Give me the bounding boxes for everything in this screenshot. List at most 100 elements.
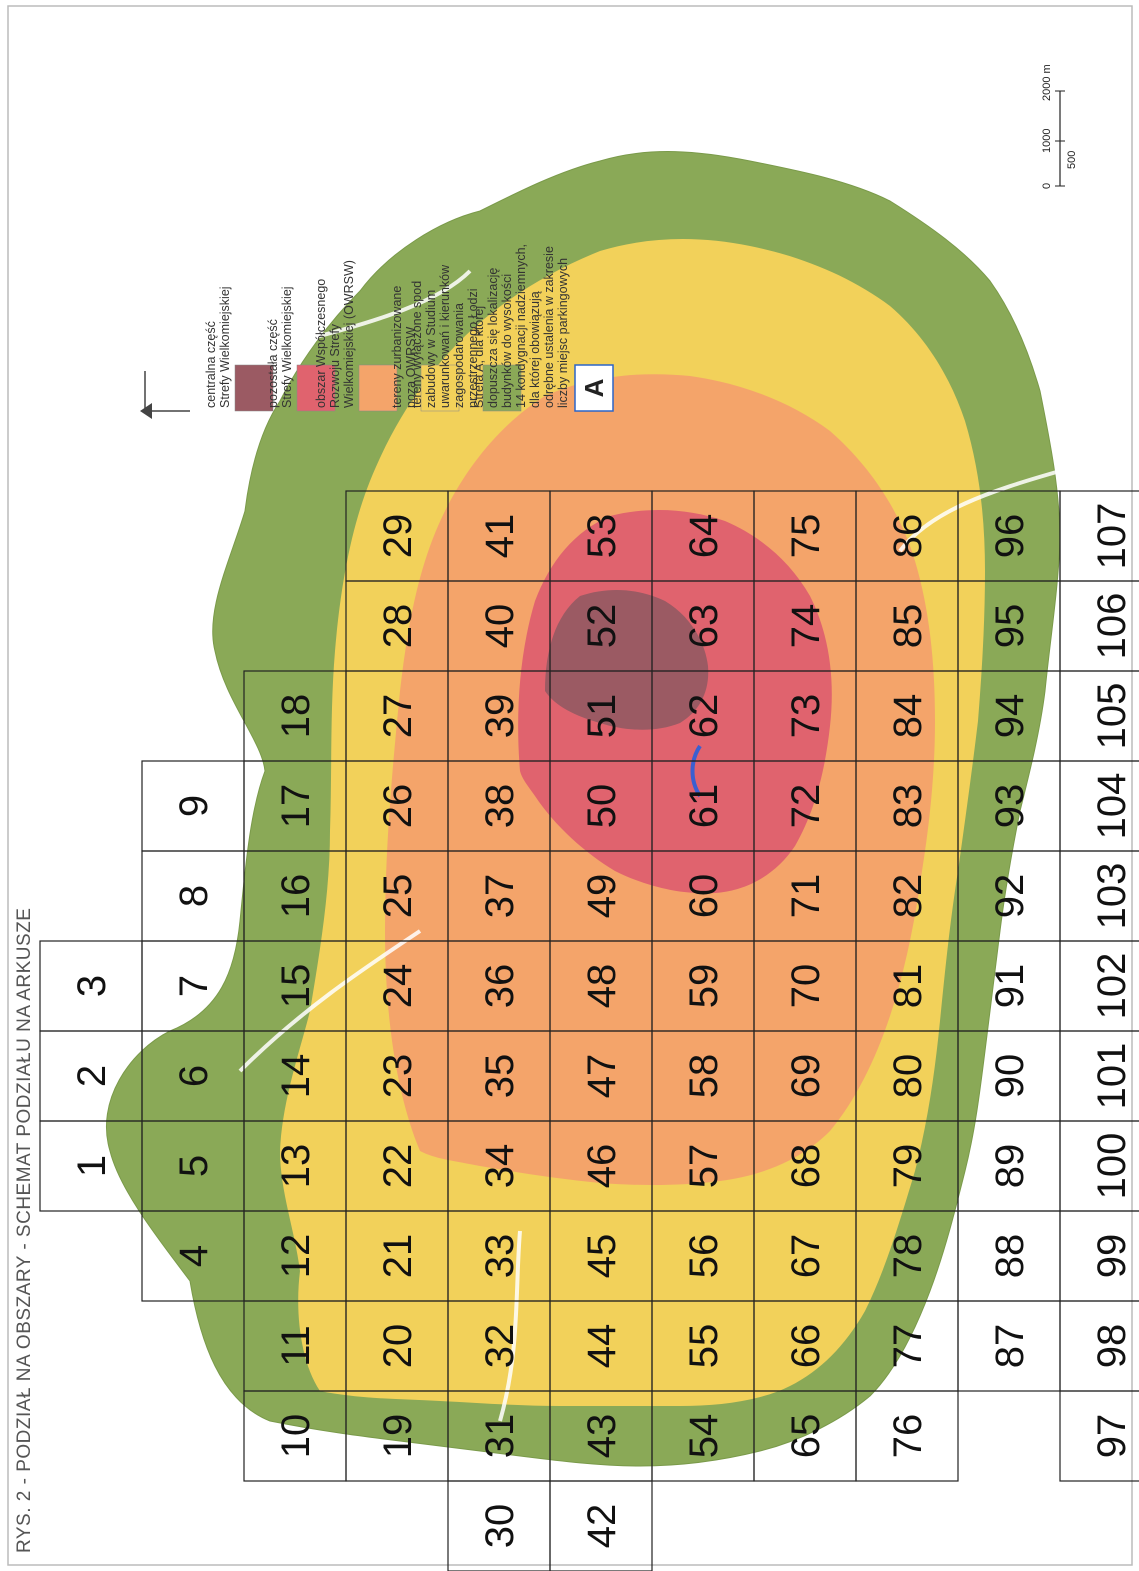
legend-text: uwarunkowań i kierunków [438,264,452,408]
scale-label-0: 0 [1041,183,1053,189]
sheet-number: 93 [988,784,1032,829]
sheet-number: 12 [274,1234,318,1279]
sheet-number: 104 [1090,773,1134,840]
sheet-number: 66 [784,1324,828,1369]
sheet-number: 86 [886,514,930,559]
legend-text: Rozwoju Strefy [328,323,342,408]
sheet-number: 45 [580,1234,624,1279]
sheet-number: 40 [478,604,522,649]
zone-a-box [574,364,614,412]
sheet-number: 44 [580,1324,624,1369]
scale-label-2000: 2000 m [1041,64,1053,101]
map-areas [105,151,1061,1467]
sheet-number: 82 [886,874,930,919]
sheet-number: 89 [988,1144,1032,1189]
sheet-number: 98 [1090,1324,1134,1369]
sheet-number: 1 [70,1155,114,1177]
sheet-number: 52 [580,604,624,649]
sheet-number: 7 [172,975,216,997]
sheet-number: 55 [682,1324,726,1369]
legend-swatch [296,364,336,412]
sheet-number: 39 [478,694,522,739]
sheet-number: 5 [172,1155,216,1177]
sheet-grid: 1234567891011121314151617181920212223242… [39,490,1139,1571]
zone-a-text: 14 kondygnacji nadziemnych, [514,244,528,408]
sheet-number: 84 [886,694,930,739]
sheet-number: 38 [478,784,522,829]
sheet-number: 24 [376,964,420,1009]
sheet-number: 22 [376,1144,420,1189]
sheet-number: 47 [580,1054,624,1099]
legend-text: centralna część [204,321,218,408]
sheet-number: 105 [1090,683,1134,750]
sheet-number: 77 [886,1324,930,1369]
sheet-number: 87 [988,1324,1032,1369]
sheet-number: 34 [478,1144,522,1189]
sheet-number: 90 [988,1054,1032,1099]
sheet-number: 13 [274,1144,318,1189]
zone-a-text: dopuszcza się lokalizację [486,268,500,408]
sheet-number: 91 [988,964,1032,1009]
sheet-number: 106 [1090,593,1134,660]
legend-text: poza OWRSW [404,327,418,408]
zone-a-text: odrębne ustalenia w zakresie [542,246,556,408]
legend-text: zagospodarowania [452,303,466,408]
map-legend: centralna część Strefy Wielkomiejskiej poz… [204,260,522,412]
sheet-number: 9 [172,795,216,817]
legend-text: Strefy Wielkomiejskiej [280,286,294,408]
sheet-number: 68 [784,1144,828,1189]
sheet-number: 11 [274,1325,318,1367]
sheet-number: 15 [274,964,318,1009]
sheet-number: 49 [580,874,624,919]
sheet-number: 100 [1090,1133,1134,1200]
sheet-number: 6 [172,1065,216,1087]
sheet-number: 10 [274,1414,318,1459]
sheet-number: 94 [988,694,1032,739]
sheet-number: 56 [682,1234,726,1279]
legend-swatch [358,364,398,412]
page-frame [7,5,1133,1566]
legend-text: pozostała część [266,319,280,408]
zone-a-text: liczby miejsc parkingowych [556,258,570,408]
sheet-number: 69 [784,1054,828,1099]
sheet-number: 67 [784,1234,828,1279]
sheet-number: 25 [376,874,420,919]
sheet-number: 17 [274,784,318,829]
sheet-number: 57 [682,1144,726,1189]
sheet-number: 95 [988,604,1032,649]
zone-a-legend: A Strefa A, dla której dopuszcza się lokal… [472,244,614,412]
sheet-number: 75 [784,514,828,559]
rivers [238,269,1061,1422]
sheet-number: 23 [376,1054,420,1099]
sheet-number: 76 [886,1414,930,1459]
sheet-number: 62 [682,694,726,739]
legend-text: Strefy Wielkomiejskiej [218,286,232,408]
sheet-number: 18 [274,694,318,739]
legend-swatch [482,364,522,412]
sheet-number: 14 [274,1054,318,1099]
legend-text: tereny wyłączone spod [410,281,424,408]
zone-a-text: budynków do wysokości [500,274,514,408]
zone-a-letter: A [579,378,609,397]
sheet-number: 81 [886,964,930,1009]
legend-text: tereny zurbanizowane [390,286,404,408]
sheet-number: 51 [580,694,624,739]
sheet-number: 64 [682,514,726,559]
legend-swatch [234,364,274,412]
zone-a-text: dla której obowiązują [528,291,542,408]
sheet-number: 28 [376,604,420,649]
sheet-number: 65 [784,1414,828,1459]
sheet-number: 20 [376,1324,420,1369]
sheet-number: 85 [886,604,930,649]
legend-text: zabudowy w Studium [424,290,438,408]
sheet-number: 59 [682,964,726,1009]
sheet-number: 53 [580,514,624,559]
sheet-number: 4 [172,1245,216,1267]
sheet-number: 30 [478,1504,522,1549]
sheet-number: 58 [682,1054,726,1099]
sheet-number: 16 [274,874,318,919]
sheet-number: 33 [478,1234,522,1279]
grid-cell [1059,490,1139,582]
